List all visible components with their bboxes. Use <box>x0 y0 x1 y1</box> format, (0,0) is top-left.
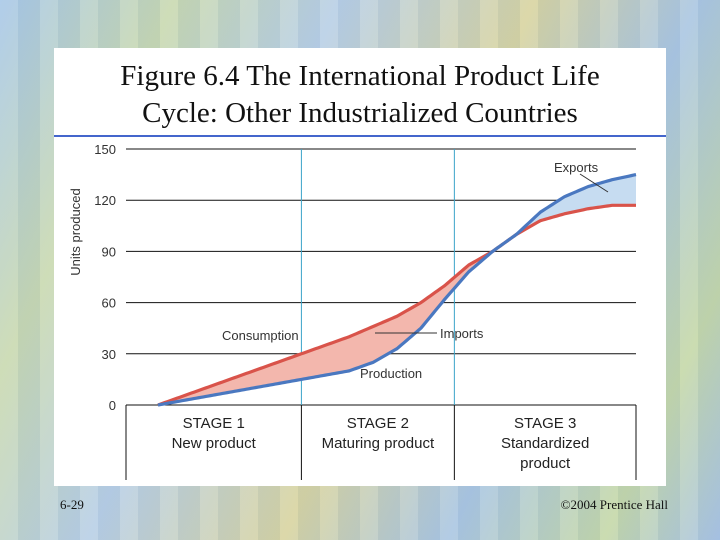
stage-label: Standardized <box>501 435 589 452</box>
slide-title: Figure 6.4 The International Product Lif… <box>54 58 666 138</box>
exports-label: Exports <box>554 160 599 175</box>
series-lines <box>157 173 637 407</box>
stage-label: STAGE 1 <box>183 415 245 432</box>
y-tick-label: 90 <box>102 244 116 259</box>
y-tick-labels: 0 30 60 90 120 150 <box>94 142 116 413</box>
stage-label: Maturing product <box>322 435 435 452</box>
stage-label: STAGE 3 <box>514 415 576 432</box>
title-rule <box>54 135 666 137</box>
consumption-line <box>157 203 636 407</box>
title-line-1: Figure 6.4 The International Product Lif… <box>120 60 600 92</box>
consumption-label: Consumption <box>222 328 299 343</box>
imports-label: Imports <box>440 326 484 341</box>
slide-panel <box>54 48 666 486</box>
stage-area: STAGE 1 New product STAGE 2 Maturing produc… <box>125 405 637 480</box>
production-line <box>157 173 637 407</box>
y-tick-label: 0 <box>109 398 116 413</box>
title-line-2: Cycle: Other Industrialized Countries <box>142 97 578 129</box>
stage-label: STAGE 2 <box>347 415 409 432</box>
y-axis-label: Units produced <box>68 188 83 275</box>
stage-label: New product <box>172 435 257 452</box>
copyright-notice: ©2004 Prentice Hall <box>560 497 668 512</box>
y-tick-label: 150 <box>94 142 116 157</box>
y-tick-label: 30 <box>102 347 116 362</box>
slide-number: 6-29 <box>60 497 84 512</box>
y-tick-label: 120 <box>94 193 116 208</box>
production-label: Production <box>360 366 422 381</box>
exports-leader-line <box>579 173 609 193</box>
y-tick-label: 60 <box>102 296 116 311</box>
stage-label: product <box>520 455 571 472</box>
